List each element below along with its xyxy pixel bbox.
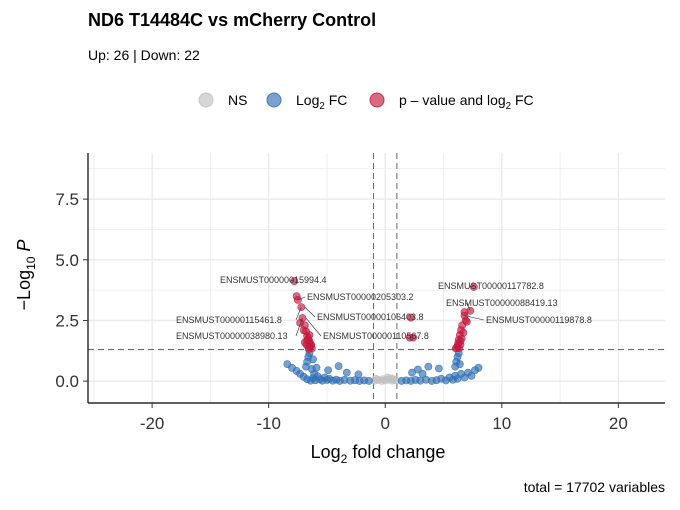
x-tick-label: 20 bbox=[609, 414, 628, 433]
data-point bbox=[462, 317, 471, 326]
grid bbox=[88, 153, 665, 403]
annotation-leader bbox=[464, 315, 485, 321]
annotation-label: ENSMUST00000106403.8 bbox=[317, 312, 424, 322]
data-point bbox=[474, 363, 483, 372]
x-axis-title: Log2 fold change bbox=[311, 442, 446, 466]
annotation-label: ENSMUST00000115461.8 bbox=[176, 315, 282, 325]
data-point bbox=[418, 369, 427, 378]
data-point bbox=[299, 326, 308, 335]
annotation-label: ENSMUST00000119878.8 bbox=[486, 315, 592, 325]
axes: -20 -10 0 10 20 0.0 2.5 5.0 7.5 bbox=[55, 153, 665, 433]
annotation-leader bbox=[304, 306, 316, 318]
data-point bbox=[303, 336, 312, 345]
annotation-label: ENSMUST00000015994.4 bbox=[220, 275, 327, 285]
y-axis-title: −Log10 P bbox=[14, 240, 38, 311]
x-tick-label: -10 bbox=[256, 414, 281, 433]
annotation-label: ENSMUST00000110567.8 bbox=[323, 331, 429, 341]
data-point bbox=[309, 355, 317, 364]
chart-title: ND6 T14484C vs mCherry Control bbox=[88, 10, 377, 30]
data-point bbox=[312, 363, 321, 372]
legend-label-fc: Log2 FC bbox=[296, 92, 347, 112]
legend-marker-fc bbox=[266, 92, 282, 108]
y-tick-label: 0.0 bbox=[55, 372, 79, 391]
x-tick-label: 10 bbox=[492, 414, 511, 433]
data-point bbox=[365, 377, 373, 385]
data-point bbox=[324, 366, 333, 375]
legend: NS Log2 FC p – value and log2 FC bbox=[198, 92, 534, 112]
data-point bbox=[434, 364, 443, 373]
data-point bbox=[451, 344, 460, 353]
annotation-leader bbox=[305, 317, 322, 337]
data-point bbox=[408, 368, 416, 377]
annotation-leader bbox=[295, 307, 302, 321]
annotation-label: ENSMUST00000205303.2 bbox=[307, 292, 414, 302]
data-point bbox=[467, 371, 476, 380]
annotation-leader bbox=[297, 296, 306, 301]
annotation-label: ENSMUST00000038980.13 bbox=[176, 331, 288, 341]
data-point bbox=[460, 308, 469, 316]
data-point bbox=[334, 362, 343, 371]
data-point bbox=[372, 374, 380, 383]
chart-subtitle: Up: 26 | Down: 22 bbox=[88, 47, 200, 63]
data-point bbox=[424, 362, 433, 371]
data-point bbox=[459, 328, 468, 337]
data-point bbox=[389, 375, 398, 384]
x-tick-label: 0 bbox=[381, 414, 390, 433]
data-point bbox=[354, 370, 363, 379]
y-tick-label: 7.5 bbox=[55, 190, 79, 209]
y-tick-label: 2.5 bbox=[55, 311, 79, 330]
data-point bbox=[406, 313, 415, 322]
data-point bbox=[455, 360, 464, 369]
data-point bbox=[342, 368, 351, 377]
annotation-leader bbox=[290, 279, 295, 282]
annotations: ENSMUST00000015994.4 ENSMUST00000205303.2… bbox=[176, 275, 592, 341]
legend-label-sig: p – value and log2 FC bbox=[399, 92, 534, 112]
annotation-label: ENSMUST00000088419.13 bbox=[446, 298, 558, 308]
y-tick-label: 5.0 bbox=[55, 251, 79, 270]
chart-caption: total = 17702 variables bbox=[523, 479, 665, 495]
legend-marker-sig bbox=[369, 92, 385, 108]
annotation-leader bbox=[466, 302, 471, 311]
annotation-label: ENSMUST00000117782.8 bbox=[438, 281, 544, 291]
data-point bbox=[296, 319, 305, 327]
legend-label-ns: NS bbox=[228, 92, 247, 108]
legend-marker-ns bbox=[198, 92, 214, 108]
x-tick-label: -20 bbox=[140, 414, 165, 433]
annotation-leader bbox=[469, 285, 474, 288]
annotation-leader bbox=[295, 317, 303, 337]
threshold-lines bbox=[88, 153, 665, 403]
data-point bbox=[456, 337, 465, 346]
data-point bbox=[409, 333, 418, 342]
data-points bbox=[283, 277, 483, 385]
